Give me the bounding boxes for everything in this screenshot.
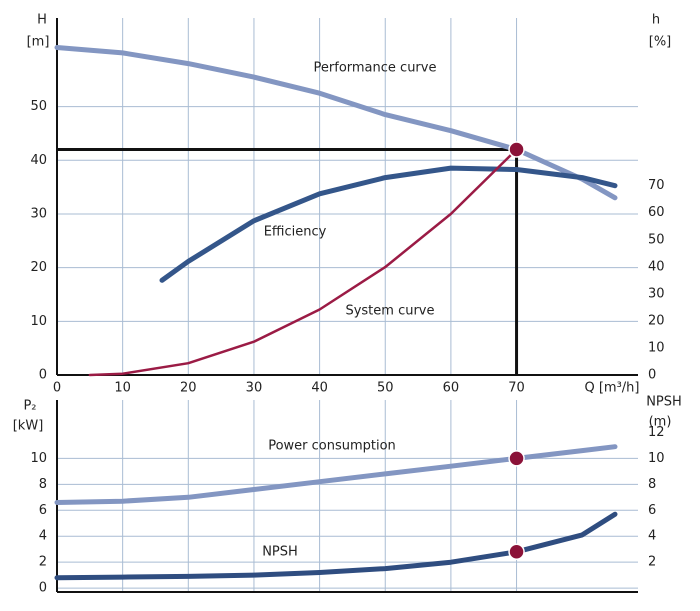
y2-tick-label: 6 [648, 503, 656, 518]
duty-point [508, 141, 525, 158]
y-tick-label: 10 [30, 451, 47, 466]
y2-axis-label: (m) [649, 415, 672, 430]
x-axis-label: Q [m³/h] [584, 381, 639, 396]
y-tick-label: 30 [30, 206, 47, 221]
x-tick-label: 40 [311, 381, 328, 396]
y2-tick-label: 8 [648, 477, 656, 492]
y-tick-label: 40 [30, 153, 47, 168]
x-tick-label: 50 [377, 381, 394, 396]
duty-point [508, 543, 525, 561]
y-tick-label: 4 [39, 529, 47, 544]
y2-axis-label: [%] [649, 35, 672, 50]
y-tick-label: 20 [30, 260, 47, 275]
x-tick-label: 20 [180, 381, 197, 396]
y-tick-label: 2 [39, 555, 47, 570]
y-axis-label: [kW] [13, 419, 44, 434]
y2-tick-label: 70 [648, 178, 665, 193]
duty-point [508, 450, 525, 467]
y-axis-label: P₂ [23, 399, 36, 414]
y2-tick-label: 10 [648, 340, 665, 355]
y2-axis-label: h [652, 13, 660, 28]
y-tick-label: 8 [39, 477, 47, 492]
y-tick-label: 50 [30, 99, 47, 114]
curve-label: Performance curve [314, 61, 437, 76]
y2-tick-label: 4 [648, 529, 656, 544]
y-tick-label: 0 [39, 581, 47, 596]
x-tick-label: 60 [443, 381, 460, 396]
y2-axis-label: NPSH [646, 395, 682, 410]
y2-tick-label: 20 [648, 313, 665, 328]
y-axis-label: H [37, 13, 47, 28]
curve [88, 148, 518, 377]
y2-tick-label: 60 [648, 205, 665, 220]
curve [54, 511, 618, 581]
x-tick-label: 70 [508, 381, 525, 396]
y-axis-label: [m] [27, 35, 50, 50]
y-tick-label: 6 [39, 503, 47, 518]
curve-label: Power consumption [268, 439, 396, 454]
curve [54, 45, 618, 201]
x-tick-label: 10 [114, 381, 131, 396]
curve-label: Efficiency [264, 225, 327, 240]
y2-tick-label: 10 [648, 451, 665, 466]
y2-tick-label: 30 [648, 286, 665, 301]
y2-tick-label: 0 [648, 368, 656, 383]
curve [159, 165, 618, 283]
y-tick-label: 0 [39, 368, 47, 383]
y2-tick-label: 40 [648, 259, 665, 274]
curve-label: System curve [345, 304, 434, 319]
curve-label: NPSH [262, 545, 298, 560]
x-tick-label: 0 [53, 381, 61, 396]
x-tick-label: 30 [246, 381, 263, 396]
curve [54, 444, 618, 505]
y2-tick-label: 50 [648, 232, 665, 247]
y2-tick-label: 2 [648, 555, 656, 570]
y-tick-label: 10 [30, 314, 47, 329]
y2-tick-label: 12 [648, 425, 665, 440]
